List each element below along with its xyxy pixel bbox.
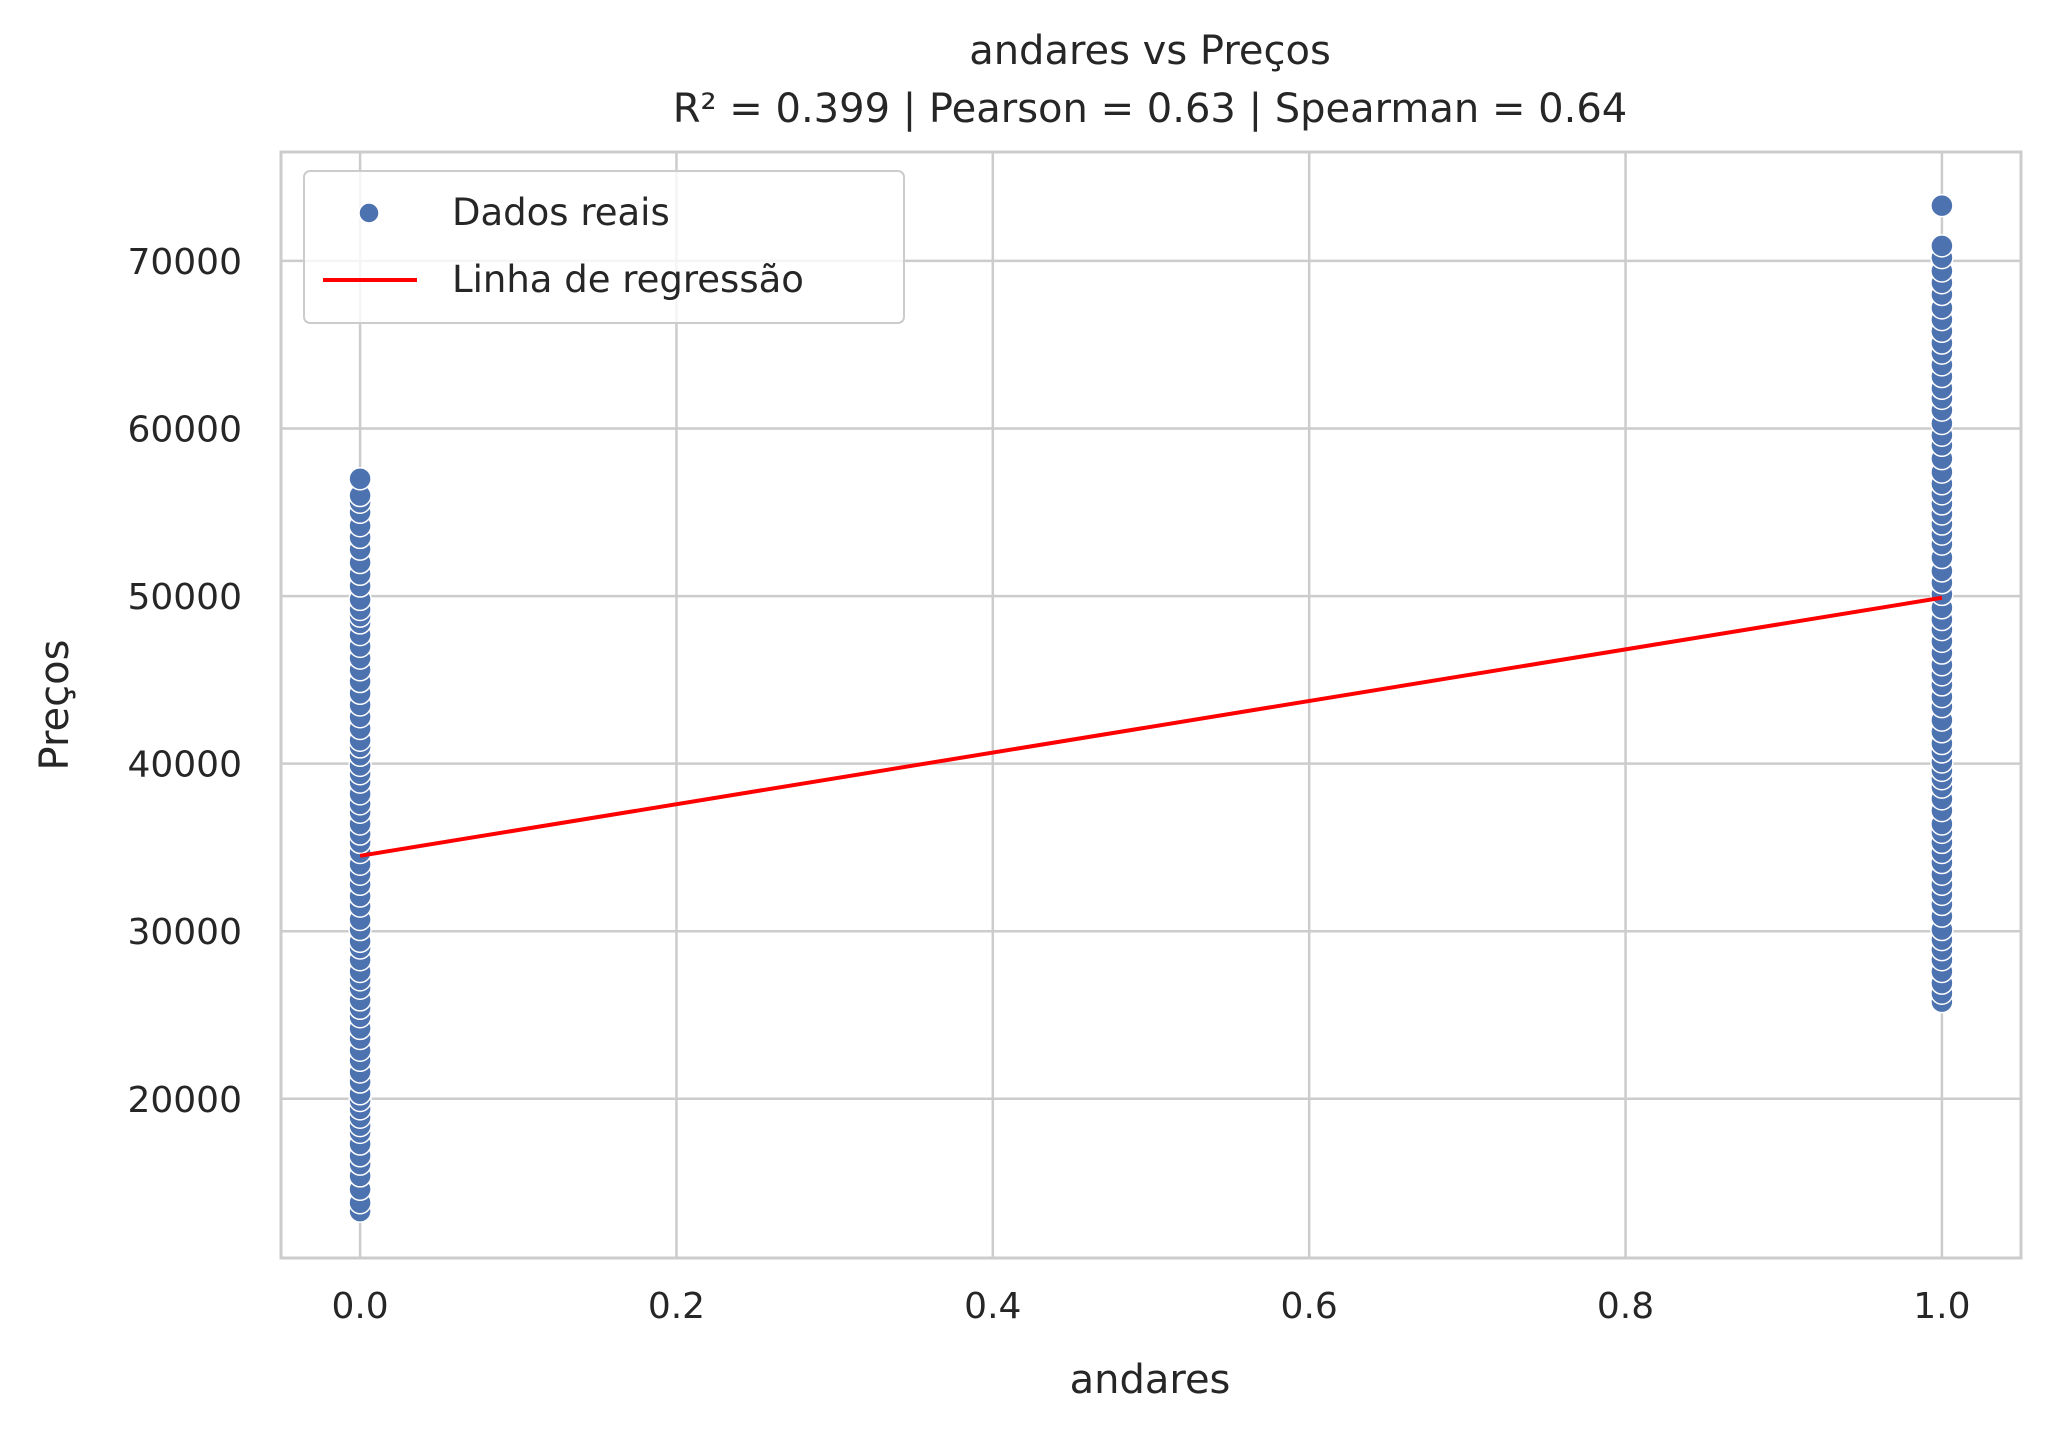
scatter-points [348, 193, 1954, 1223]
y-tick-label: 20000 [127, 1080, 242, 1121]
x-tick-label: 0.6 [1281, 1286, 1338, 1327]
y-tick-label: 70000 [127, 242, 242, 283]
legend: Dados reais Linha de regressão [303, 170, 905, 324]
plot-background [281, 152, 2021, 1258]
x-tick-labels: 0.0 0.2 0.4 0.6 0.8 1.0 [331, 1286, 1970, 1327]
y-tick-label: 40000 [127, 745, 242, 786]
chart-subtitle: R² = 0.399 | Pearson = 0.63 | Spearman =… [673, 86, 1628, 132]
x-tick-label: 0.0 [331, 1286, 388, 1327]
plot-frame [279, 150, 2023, 1260]
regression-line-path [359, 595, 1943, 858]
legend-label-regression: Linha de regressão [452, 258, 804, 301]
legend-box [303, 170, 905, 324]
data-point [1930, 193, 1954, 218]
legend-label-dados-reais: Dados reais [452, 191, 670, 234]
regression-line [359, 595, 1943, 858]
legend-marker-dados-reais [358, 202, 380, 224]
data-point [1930, 234, 1954, 258]
x-tick-label: 0.8 [1597, 1286, 1654, 1327]
data-point [348, 467, 372, 491]
y-tick-label: 30000 [127, 912, 242, 953]
y-axis-label: Preços [32, 640, 78, 771]
x-tick-label: 1.0 [1913, 1286, 1970, 1327]
x-axis-label: andares [1070, 1357, 1231, 1403]
grid [281, 152, 2021, 1258]
chart-title: andares vs Preços [969, 28, 1331, 74]
plot-area [279, 150, 2023, 1260]
x-tick-label: 0.2 [648, 1286, 705, 1327]
x-tick-label: 0.4 [964, 1286, 1021, 1327]
y-tick-label: 60000 [127, 410, 242, 451]
y-tick-label: 50000 [127, 577, 242, 618]
y-tick-labels: 20000 30000 40000 50000 60000 70000 [127, 242, 242, 1121]
